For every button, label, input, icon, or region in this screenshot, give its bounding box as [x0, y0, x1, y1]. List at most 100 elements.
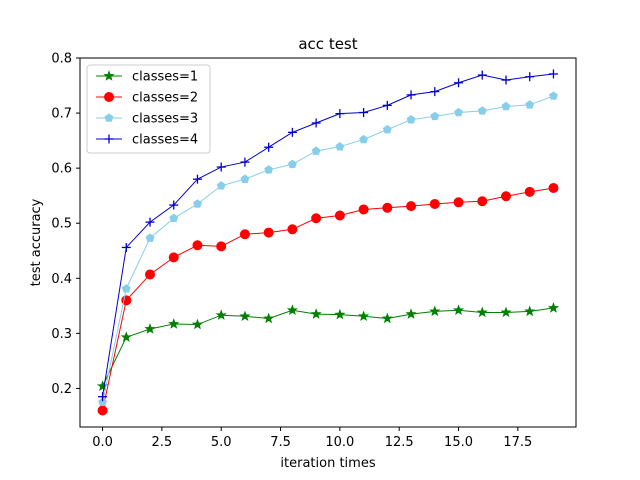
data-point-classes-2 — [406, 201, 417, 212]
data-point-classes-2 — [97, 405, 108, 416]
data-point-classes-2 — [263, 227, 274, 238]
data-point-classes-3 — [98, 397, 107, 407]
data-point-classes-3 — [430, 111, 440, 121]
data-point-classes-2 — [358, 204, 369, 215]
data-point-classes-1 — [334, 308, 346, 320]
data-point-classes-4 — [335, 109, 345, 119]
data-point-classes-1 — [120, 331, 132, 342]
data-point-classes-1 — [310, 308, 322, 319]
y-tick-label: 0.3 — [51, 327, 72, 342]
series-classes-2 — [97, 182, 559, 416]
data-point-classes-4 — [240, 157, 250, 167]
axis-ticks: 0.0 2.5 5.0 7.5 10.0 12.5 15.0 17.5 0.2 0.3 0.4 0.5… — [51, 52, 532, 451]
data-point-classes-1 — [476, 306, 488, 318]
data-point-classes-2 — [548, 182, 559, 193]
data-point-classes-4 — [548, 69, 558, 79]
data-point-classes-4 — [192, 174, 202, 184]
data-point-classes-1 — [263, 312, 275, 324]
data-point-classes-2 — [524, 186, 535, 197]
data-point-classes-1 — [144, 323, 156, 334]
x-tick-label: 2.5 — [152, 435, 173, 450]
legend-label-classes-3: classes=3 — [132, 112, 198, 127]
plot-frame — [79, 57, 577, 428]
series-line-classes-3 — [102, 95, 554, 403]
y-tick-label: 0.4 — [51, 272, 72, 287]
legend-box — [86, 64, 211, 154]
series-line-classes-4 — [102, 73, 554, 397]
legend-marker-classes-4 — [104, 134, 114, 144]
data-point-classes-1 — [452, 304, 465, 315]
data-point-classes-1 — [286, 304, 298, 315]
data-point-classes-4 — [287, 127, 297, 137]
data-point-classes-2 — [453, 197, 464, 208]
data-point-classes-2 — [334, 210, 345, 221]
data-point-classes-3 — [406, 115, 416, 124]
data-point-classes-1 — [405, 308, 417, 319]
data-point-classes-4 — [525, 72, 535, 82]
data-point-classes-4 — [406, 90, 416, 100]
data-point-classes-3 — [216, 181, 226, 190]
series-classes-3 — [98, 91, 558, 407]
data-point-classes-4 — [169, 200, 179, 210]
y-tick-label: 0.7 — [51, 107, 72, 122]
data-point-classes-3 — [240, 174, 250, 183]
data-point-classes-2 — [168, 252, 179, 263]
data-point-classes-4 — [382, 100, 392, 110]
data-point-classes-3 — [287, 159, 297, 169]
x-tick-label: 5.0 — [211, 435, 232, 450]
data-point-classes-2 — [311, 213, 322, 224]
legend-label-classes-1: classes=1 — [132, 70, 198, 85]
data-point-classes-4 — [501, 75, 511, 85]
legend-marker-classes-2 — [104, 92, 114, 102]
x-tick-label: 10.0 — [325, 435, 354, 450]
data-point-classes-1 — [215, 309, 227, 320]
series-layer — [96, 69, 560, 416]
data-point-classes-2 — [382, 202, 393, 213]
data-point-classes-3 — [193, 199, 202, 208]
data-point-classes-4 — [264, 142, 274, 152]
data-point-classes-3 — [549, 91, 558, 100]
data-point-classes-4 — [311, 118, 321, 128]
data-point-classes-3 — [359, 134, 369, 144]
data-point-classes-4 — [216, 162, 226, 172]
legend-label-classes-4: classes=4 — [132, 133, 198, 148]
x-tick-label: 7.5 — [270, 435, 291, 450]
data-point-classes-3 — [525, 100, 535, 109]
data-point-classes-2 — [192, 240, 203, 251]
data-point-classes-2 — [500, 191, 511, 202]
data-point-classes-4 — [454, 78, 464, 88]
data-point-classes-1 — [429, 305, 441, 317]
data-point-classes-3 — [121, 284, 131, 293]
legend-marker-classes-1 — [103, 70, 115, 81]
y-tick-label: 0.2 — [51, 382, 72, 397]
data-point-classes-1 — [191, 318, 204, 330]
legend: classes=1 classes=2 classes=3 classes=4 — [86, 64, 211, 154]
data-point-classes-1 — [358, 310, 370, 322]
data-point-classes-4 — [121, 242, 131, 252]
data-point-classes-3 — [145, 233, 155, 242]
series-line-classes-1 — [102, 307, 554, 387]
data-point-classes-3 — [477, 106, 487, 115]
x-tick-label: 17.5 — [503, 435, 532, 450]
y-axis-label: test accuracy — [29, 198, 44, 286]
data-point-classes-3 — [264, 165, 274, 174]
data-point-classes-4 — [359, 108, 369, 118]
data-point-classes-3 — [311, 146, 321, 155]
series-classes-4 — [98, 69, 558, 402]
data-point-classes-1 — [547, 302, 560, 313]
chart-title: acc test — [298, 35, 357, 53]
x-tick-label: 12.5 — [385, 435, 414, 450]
y-tick-label: 0.8 — [51, 52, 72, 67]
series-classes-1 — [96, 302, 560, 391]
data-point-classes-1 — [168, 318, 180, 329]
data-point-classes-3 — [169, 213, 179, 223]
x-axis-label: iteration times — [280, 456, 375, 471]
data-point-classes-3 — [382, 124, 392, 134]
data-point-classes-3 — [454, 107, 463, 117]
data-point-classes-4 — [430, 87, 440, 97]
data-point-classes-1 — [239, 310, 251, 322]
data-point-classes-4 — [477, 70, 487, 80]
y-tick-label: 0.5 — [51, 217, 72, 232]
